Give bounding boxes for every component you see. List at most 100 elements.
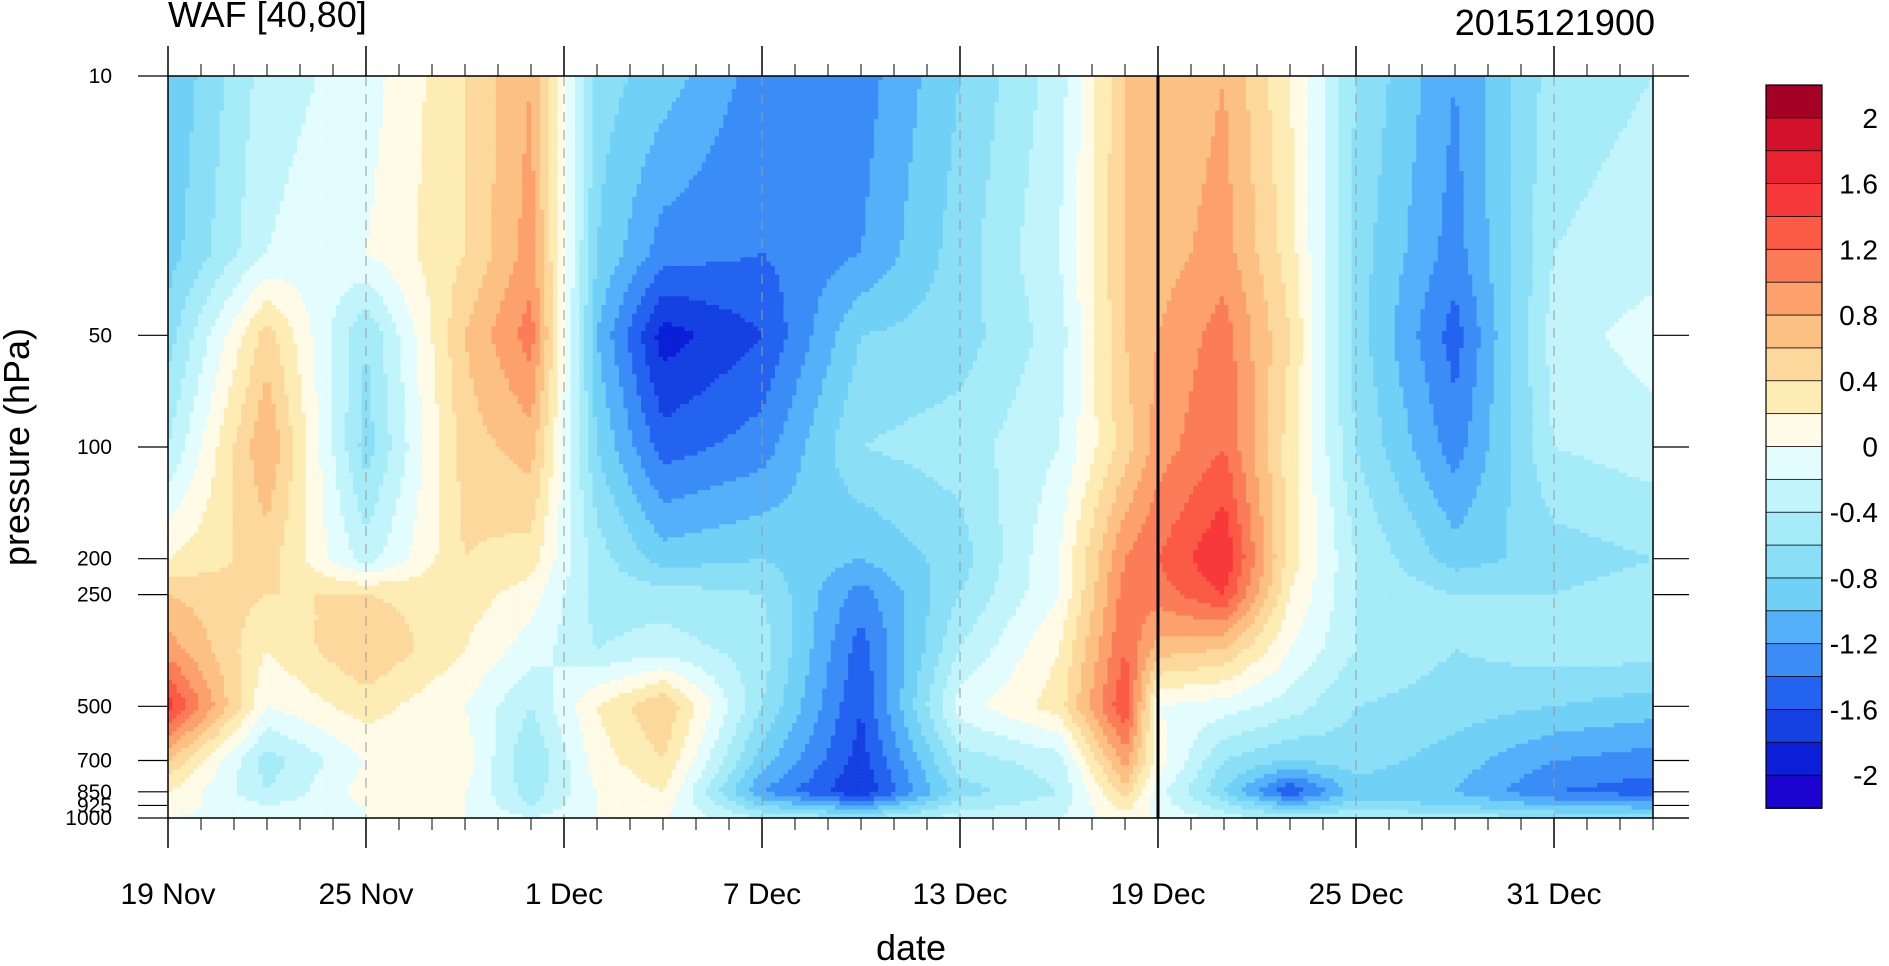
field-cell — [245, 154, 250, 159]
field-cell — [194, 80, 199, 85]
field-cell — [233, 136, 238, 141]
field-cell — [215, 115, 220, 120]
field-cell — [198, 111, 203, 116]
field-cell — [258, 132, 263, 137]
field-cell — [207, 89, 212, 94]
field-cell — [185, 98, 190, 103]
field-cell — [241, 132, 246, 137]
field-cell — [254, 106, 259, 111]
field-cell — [185, 80, 190, 85]
field-cell — [254, 85, 259, 90]
field-cell — [172, 119, 177, 124]
field-cell — [198, 85, 203, 90]
field-cell — [237, 145, 242, 150]
field-cell — [194, 128, 199, 133]
field-cell — [181, 80, 186, 85]
field-cell — [220, 106, 225, 111]
field-cell — [207, 80, 212, 85]
field-cell — [194, 115, 199, 120]
field-cell — [190, 111, 195, 116]
field-cell — [185, 128, 190, 133]
field-cell — [220, 80, 225, 85]
field-cell — [250, 167, 255, 172]
field-cell — [250, 123, 255, 128]
field-cell — [211, 167, 216, 172]
field-cell — [207, 115, 212, 120]
field-cell — [190, 85, 195, 90]
field-cell — [228, 158, 233, 163]
field-cell — [211, 128, 216, 133]
field-cell — [172, 89, 177, 94]
field-cell — [181, 149, 186, 154]
field-cell — [207, 102, 212, 107]
field-cell — [233, 167, 238, 172]
field-cell — [172, 111, 177, 116]
field-cell — [202, 102, 207, 107]
field-cell — [220, 102, 225, 107]
field-cell — [172, 106, 177, 111]
field-cell — [202, 128, 207, 133]
field-cell — [202, 98, 207, 103]
field-cell — [185, 158, 190, 163]
field-cell — [254, 158, 259, 163]
field-cell — [215, 106, 220, 111]
field-cell — [194, 154, 199, 159]
field-cell — [181, 128, 186, 133]
field-cell — [172, 123, 177, 128]
field-cell — [207, 123, 212, 128]
field-cell — [215, 93, 220, 98]
field-cell — [190, 102, 195, 107]
field-cell — [207, 93, 212, 98]
field-cell — [254, 145, 259, 150]
field-cell — [258, 162, 263, 167]
field-cell — [250, 141, 255, 146]
field-cell — [263, 158, 268, 163]
field-cell — [190, 158, 195, 163]
field-cell — [241, 89, 246, 94]
field-cell — [233, 119, 238, 124]
field-cell — [250, 158, 255, 163]
field-cell — [172, 167, 177, 172]
field-cell — [241, 119, 246, 124]
field-cell — [250, 111, 255, 116]
field-cell — [198, 149, 203, 154]
field-cell — [241, 85, 246, 90]
field-cell — [194, 89, 199, 94]
field-cell — [245, 85, 250, 90]
field-cell — [250, 154, 255, 159]
field-cell — [211, 154, 216, 159]
field-cell — [181, 158, 186, 163]
field-cell — [172, 141, 177, 146]
field-cell — [245, 93, 250, 98]
plot-area — [168, 76, 1654, 819]
field-cell — [241, 128, 246, 133]
field-cell — [241, 162, 246, 167]
field-cell — [177, 80, 182, 85]
field-cell — [228, 89, 233, 94]
field-cell — [228, 106, 233, 111]
field-cell — [202, 89, 207, 94]
field-cell — [224, 162, 229, 167]
field-cell — [233, 123, 238, 128]
field-cell — [190, 89, 195, 94]
field-cell — [224, 167, 229, 172]
field-cell — [224, 115, 229, 120]
field-cell — [233, 141, 238, 146]
field-cell — [233, 158, 238, 163]
field-cell — [241, 158, 246, 163]
field-cell — [207, 154, 212, 159]
field-cell — [258, 145, 263, 150]
field-cell — [172, 145, 177, 150]
field-cell — [245, 158, 250, 163]
field-cell — [185, 136, 190, 141]
field-cell — [245, 136, 250, 141]
field-cell — [177, 119, 182, 124]
field-cell — [181, 93, 186, 98]
field-cell — [263, 85, 268, 90]
field-cell — [228, 119, 233, 124]
field-cell — [263, 111, 268, 116]
field-cell — [181, 167, 186, 172]
field-cell — [194, 145, 199, 150]
field-cell — [198, 119, 203, 124]
field-cell — [220, 132, 225, 137]
